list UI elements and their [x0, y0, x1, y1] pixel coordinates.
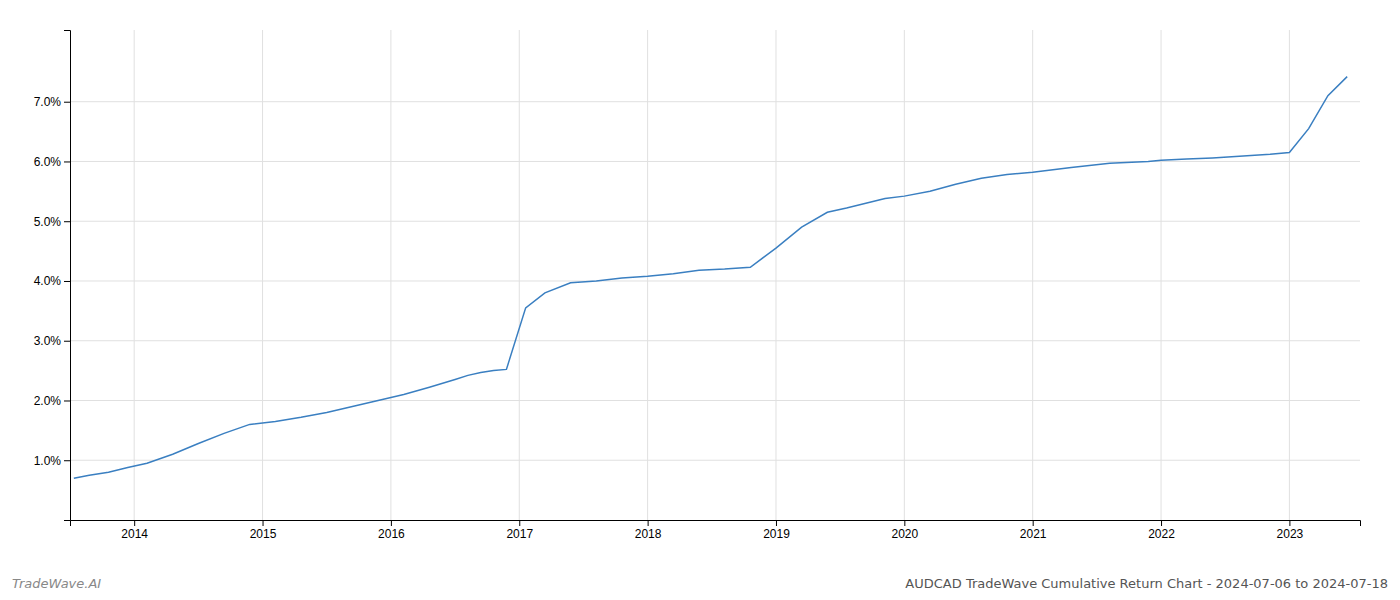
y-tick-mark — [64, 161, 70, 162]
y-tick-mark — [64, 221, 70, 222]
series — [74, 77, 1347, 479]
x-grid-line — [904, 30, 905, 520]
y-tick: 3.0% — [34, 334, 70, 348]
y-grid-line — [70, 101, 1360, 102]
plot: 2014 2015 2016 2017 2018 2019 2020 2021 2022 2023… — [34, 30, 1361, 541]
x-axis: 2014 2015 2016 2017 2018 2019 2020 2021 2022 2023 — [71, 520, 1361, 541]
x-tick-mark — [1161, 520, 1162, 526]
x-tick-label: 2021 — [1020, 527, 1047, 541]
x-tick: 2015 — [250, 520, 277, 541]
y-tick-mark — [64, 102, 70, 103]
y-tick-mark — [64, 460, 70, 461]
x-grid-line — [1289, 30, 1290, 520]
x-grid-line — [775, 30, 776, 520]
y-axis: 1.0% 2.0% 3.0% 4.0% 5.0% 6.0% 7.0% — [34, 31, 71, 521]
line — [74, 77, 1347, 479]
y-grid-line — [70, 221, 1360, 222]
y-axis-line — [64, 31, 71, 521]
x-tick-label: 2014 — [121, 527, 148, 541]
y-tick: 1.0% — [34, 454, 70, 468]
x-tick-label: 2023 — [1277, 527, 1304, 541]
y-tick: 6.0% — [34, 155, 70, 169]
y-tick: 7.0% — [34, 95, 70, 109]
x-tick-label: 2015 — [250, 527, 277, 541]
y-tick-mark — [64, 341, 70, 342]
x-tick: 2018 — [635, 520, 662, 541]
y-tick-label: 2.0% — [34, 394, 62, 408]
y-tick: 5.0% — [34, 215, 70, 229]
y-tick-label: 5.0% — [34, 215, 62, 229]
y-grid-line — [70, 460, 1360, 461]
y-grid-line — [70, 161, 1360, 162]
y-tick: 4.0% — [34, 274, 70, 288]
x-tick-mark — [134, 520, 135, 526]
x-tick-mark — [904, 520, 905, 526]
x-tick: 2020 — [891, 520, 918, 541]
y-tick-label: 3.0% — [34, 334, 62, 348]
x-tick: 2016 — [378, 520, 405, 541]
x-tick-label: 2018 — [635, 527, 662, 541]
x-tick: 2017 — [506, 520, 533, 541]
y-tick-label: 6.0% — [34, 155, 62, 169]
x-tick-mark — [648, 520, 649, 526]
x-tick-label: 2022 — [1148, 527, 1175, 541]
x-grid-line — [1161, 30, 1162, 520]
y-grid-line — [70, 280, 1360, 281]
x-tick-label: 2017 — [506, 527, 533, 541]
title: AUDCAD TradeWave Cumulative Return Chart… — [905, 576, 1388, 591]
y-tick-label: 4.0% — [34, 274, 62, 288]
x-tick-label: 2020 — [891, 527, 918, 541]
x-tick: 2021 — [1020, 520, 1047, 541]
y-tick-label: 1.0% — [34, 454, 62, 468]
y-tick: 2.0% — [34, 394, 70, 408]
x-tick-mark — [1289, 520, 1290, 526]
y-tick-mark — [64, 400, 70, 401]
watermark: TradeWave.AI — [12, 576, 101, 591]
x-grid-line — [134, 30, 135, 520]
y-tick-mark — [64, 281, 70, 282]
y-grid-line — [70, 340, 1360, 341]
x-tick: 2022 — [1148, 520, 1175, 541]
y-grid-line — [70, 400, 1360, 401]
x-tick: 2019 — [763, 520, 790, 541]
x-tick: 2023 — [1277, 520, 1304, 541]
x-tick: 2014 — [121, 520, 148, 541]
x-grid-line — [647, 30, 648, 520]
grid — [70, 30, 1360, 520]
x-grid-line — [519, 30, 520, 520]
x-tick-label: 2019 — [763, 527, 790, 541]
x-tick-mark — [776, 520, 777, 526]
x-tick-mark — [519, 520, 520, 526]
x-grid-line — [390, 30, 391, 520]
x-grid-line — [262, 30, 263, 520]
x-tick-mark — [263, 520, 264, 526]
x-grid-line — [1032, 30, 1033, 520]
y-tick-label: 7.0% — [34, 95, 62, 109]
x-tick-label: 2016 — [378, 527, 405, 541]
x-axis-line — [71, 521, 1361, 527]
chart: 2014 2015 2016 2017 2018 2019 2020 2021 2022 2023… — [0, 0, 1400, 600]
x-tick-mark — [391, 520, 392, 526]
x-tick-mark — [1033, 520, 1034, 526]
